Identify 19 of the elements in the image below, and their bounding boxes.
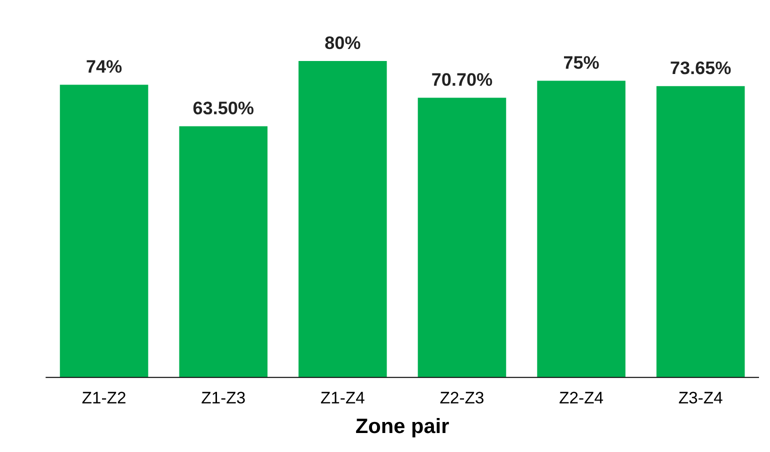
x-axis-title: Zone pair	[356, 418, 449, 438]
data-label: 80%	[325, 36, 360, 50]
bar	[418, 98, 506, 378]
data-label: 75%	[564, 56, 599, 69]
bar	[298, 61, 387, 378]
data-label: 70.70%	[432, 73, 492, 86]
bar	[537, 80, 626, 378]
bar	[179, 126, 268, 378]
x-tick-label: Z2-Z4	[560, 392, 604, 404]
data-label: 73.65%	[670, 61, 731, 74]
x-tick-label: Z1-Z3	[202, 392, 245, 404]
data-label: 74%	[86, 60, 122, 73]
x-tick-label: Z1-Z4	[320, 392, 364, 404]
x-tick-label: Z1-Z2	[82, 392, 126, 404]
bar	[656, 86, 745, 378]
x-tick-label: Z3-Z4	[678, 392, 722, 404]
bar	[60, 84, 148, 378]
data-label: 63.50%	[193, 102, 254, 114]
x-tick-label: Z2-Z3	[440, 392, 484, 404]
